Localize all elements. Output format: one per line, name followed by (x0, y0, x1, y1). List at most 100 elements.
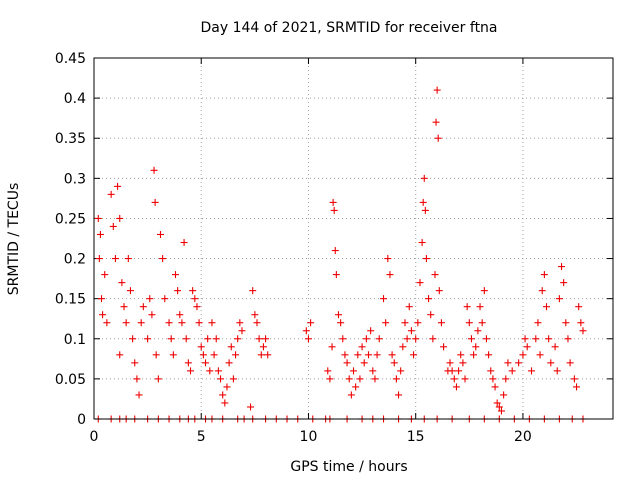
data-point (386, 271, 394, 279)
y-tick-label: 0.2 (64, 252, 86, 268)
data-point (253, 319, 261, 327)
data-point (255, 335, 263, 343)
data-point (189, 287, 197, 295)
data-point (120, 303, 128, 311)
data-point (247, 403, 255, 411)
data-point (459, 359, 467, 367)
data-point (414, 319, 422, 327)
data-point (523, 343, 531, 351)
data-point (133, 375, 141, 383)
data-point (98, 295, 106, 303)
data-point (487, 367, 495, 375)
data-point (341, 351, 349, 359)
data-point (519, 351, 527, 359)
data-point (508, 367, 516, 375)
data-point (129, 335, 137, 343)
data-point (566, 359, 574, 367)
data-point (521, 335, 529, 343)
data-point (495, 403, 503, 411)
x-tick-label: 15 (407, 429, 425, 445)
data-point (434, 134, 442, 142)
data-point (432, 118, 440, 126)
data-point (455, 367, 463, 375)
data-point (154, 375, 162, 383)
data-point (405, 303, 413, 311)
data-point (485, 351, 493, 359)
data-point (452, 383, 460, 391)
data-point (553, 367, 561, 375)
data-point (234, 335, 242, 343)
data-point (448, 367, 456, 375)
plot-frame (93, 57, 614, 420)
data-point (204, 335, 212, 343)
data-point (403, 335, 411, 343)
data-point (148, 311, 156, 319)
data-point (474, 327, 482, 335)
data-point (124, 255, 132, 263)
data-point (302, 327, 310, 335)
data-point (197, 343, 205, 351)
data-point (178, 319, 186, 327)
data-point (360, 359, 368, 367)
y-tick-label: 0.35 (55, 131, 86, 147)
data-point (435, 287, 443, 295)
data-point (193, 303, 201, 311)
data-point (388, 351, 396, 359)
data-point (497, 407, 505, 415)
data-point (570, 375, 578, 383)
data-point (184, 359, 192, 367)
data-point (225, 359, 233, 367)
data-point (169, 351, 177, 359)
data-point (159, 255, 167, 263)
data-point (118, 279, 126, 287)
data-point (540, 271, 548, 279)
data-point (339, 335, 347, 343)
data-point (251, 311, 259, 319)
data-point (465, 319, 473, 327)
data-point (210, 351, 218, 359)
data-point (304, 335, 312, 343)
data-point (202, 359, 210, 367)
data-point (410, 351, 418, 359)
data-point (480, 287, 488, 295)
data-point (330, 206, 338, 214)
data-point (122, 319, 130, 327)
data-point (429, 335, 437, 343)
data-point (187, 367, 195, 375)
data-point (500, 391, 508, 399)
data-point (564, 335, 572, 343)
data-point (419, 198, 427, 206)
data-point (195, 319, 203, 327)
data-point (427, 311, 435, 319)
data-point (180, 239, 188, 247)
data-point (139, 303, 147, 311)
data-point (543, 303, 551, 311)
data-point (463, 303, 471, 311)
data-point (191, 295, 199, 303)
data-point (365, 351, 373, 359)
data-point (328, 343, 336, 351)
data-point (547, 359, 555, 367)
data-point (558, 263, 566, 271)
data-point (457, 351, 465, 359)
y-tick-label: 0.45 (55, 51, 86, 67)
data-point (577, 319, 585, 327)
data-point (331, 247, 339, 255)
data-point (397, 367, 405, 375)
data-point (467, 335, 475, 343)
data-point (420, 174, 428, 182)
data-point (347, 391, 355, 399)
data-point (326, 375, 334, 383)
data-point (264, 351, 272, 359)
data-point (369, 367, 377, 375)
data-point (421, 206, 429, 214)
data-point (489, 375, 497, 383)
data-point (382, 319, 390, 327)
data-point (493, 399, 501, 407)
data-point (375, 335, 383, 343)
data-point (156, 230, 164, 238)
data-point (174, 287, 182, 295)
data-point (116, 214, 124, 222)
data-point (425, 295, 433, 303)
data-point (472, 343, 480, 351)
